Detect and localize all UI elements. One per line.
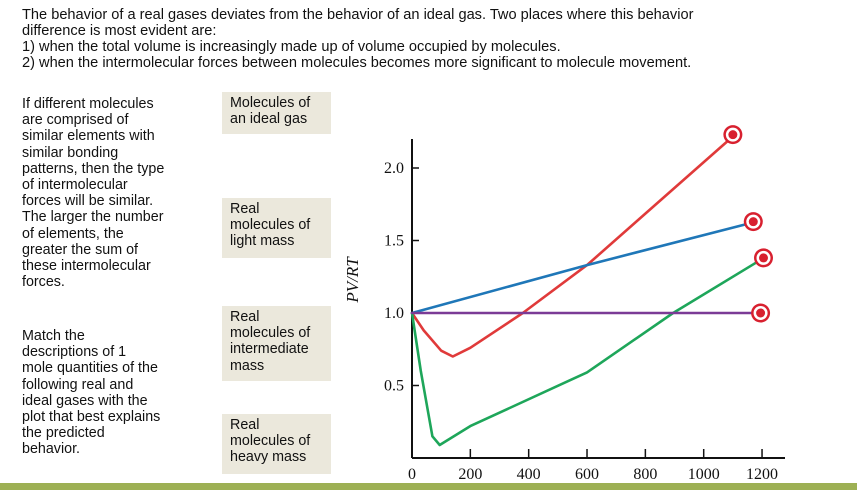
instructions-line: descriptions of 1 — [22, 344, 127, 361]
intro-line-4: 2) when the intermolecular forces betwee… — [22, 55, 692, 71]
series-red-curve — [410, 137, 732, 358]
y-tick-label: 0.5 — [384, 378, 404, 395]
instructions-line: mole quantities of the — [22, 360, 158, 377]
drag-label-text: molecules of — [230, 325, 311, 342]
drag-label-ideal-gas[interactable]: Molecules of an ideal gas — [222, 92, 331, 134]
chart-series — [410, 137, 761, 447]
bottom-band — [0, 483, 857, 490]
hint-line: forces. — [22, 274, 65, 291]
drop-target-icon[interactable] — [743, 212, 763, 232]
intro-text: The behavior of a real gases deviates fr… — [22, 7, 842, 71]
instructions-line: the predicted — [22, 425, 105, 442]
hint-line: similar elements with — [22, 128, 155, 145]
hint-line: similar bonding — [22, 144, 119, 161]
x-tick-label: 400 — [517, 466, 541, 483]
hint-line: are comprised of — [22, 112, 129, 129]
intro-line-2: difference is most evident are: — [22, 23, 217, 39]
drag-label-text: Real — [230, 417, 260, 433]
x-tick-label: 1000 — [688, 466, 720, 483]
drag-label-intermediate-mass[interactable]: Real molecules of intermediate mass — [222, 306, 331, 381]
drag-label-text: molecules of — [230, 433, 311, 450]
x-tick-label: 1200 — [746, 466, 778, 483]
instructions-line: ideal gases with the — [22, 392, 148, 409]
hint-line: If different molecules — [22, 96, 154, 112]
drag-label-text: heavy mass — [230, 449, 307, 466]
hint-line: patterns, then the type — [22, 160, 165, 177]
hint-line: of elements, the — [22, 225, 124, 242]
drop-target-icon[interactable] — [751, 303, 771, 323]
drag-label-text: light mass — [230, 233, 295, 250]
drag-label-text: molecules of — [230, 217, 311, 234]
drag-label-heavy-mass[interactable]: Real molecules of heavy mass — [222, 414, 331, 474]
x-tick-label: 0 — [408, 466, 416, 483]
hint-line: forces will be similar. — [22, 193, 154, 210]
drop-targets — [723, 125, 773, 323]
instructions-line: Match the — [22, 328, 85, 344]
hint-line: greater the sum of — [22, 241, 139, 258]
series-blue-line — [410, 221, 752, 315]
chart-axes: 0.5 1.0 1.5 2.0 0 200 400 600 800 1000 1200 PV/RT — [343, 139, 785, 483]
drag-label-text: intermediate — [230, 341, 309, 358]
instructions-line: plot that best explains — [22, 409, 161, 426]
intro-line-3: 1) when the total volume is increasingly… — [22, 39, 561, 55]
instructions-line: following real and — [22, 376, 134, 393]
x-tick-label: 600 — [575, 466, 599, 483]
drop-target-icon[interactable] — [753, 248, 773, 268]
hint-line: these intermolecular — [22, 258, 151, 275]
y-tick-label: 1.0 — [384, 305, 404, 322]
y-tick-label: 1.5 — [384, 233, 404, 250]
x-tick-label: 800 — [633, 466, 657, 483]
hint-line: of intermolecular — [22, 177, 128, 194]
x-tick-label: 200 — [458, 466, 482, 483]
drag-label-text: Molecules of — [230, 95, 311, 111]
drag-label-text: an ideal gas — [230, 111, 308, 128]
y-axis-label: PV/RT — [343, 256, 362, 304]
instructions-line: behavior. — [22, 441, 81, 458]
drag-label-text: Real — [230, 309, 260, 325]
drop-target-icon[interactable] — [723, 125, 743, 145]
drag-label-text: Real — [230, 201, 260, 217]
y-tick-label: 2.0 — [384, 160, 404, 177]
hint-text: If different molecules are comprised of … — [22, 96, 192, 290]
hint-line: The larger the number — [22, 209, 164, 226]
series-green-curve — [410, 259, 761, 447]
drag-label-text: mass — [230, 357, 265, 374]
instructions-text: Match the descriptions of 1 mole quantit… — [22, 328, 192, 458]
intro-line-1: The behavior of a real gases deviates fr… — [22, 7, 694, 23]
drag-label-light-mass[interactable]: Real molecules of light mass — [222, 198, 331, 258]
